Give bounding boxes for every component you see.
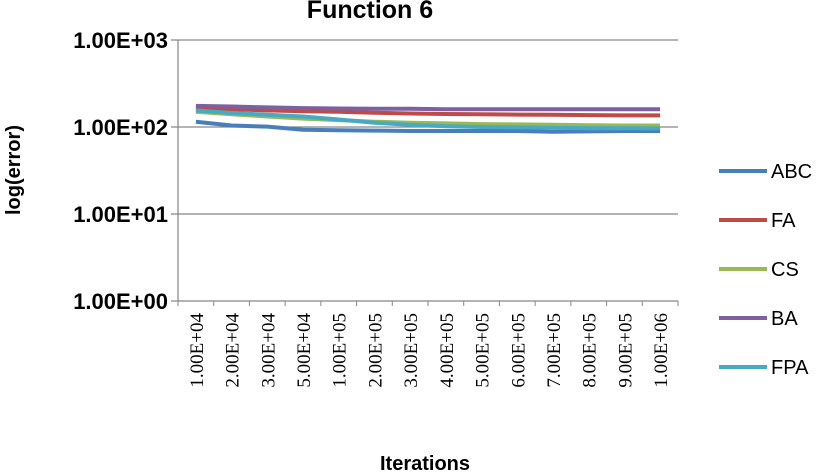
legend-label-cs: CS — [771, 259, 799, 281]
series-line-abc — [195, 119, 661, 134]
x-tick-label: 1.00E+04 — [187, 313, 208, 388]
y-tick-label: 1.00E+02 — [73, 115, 168, 140]
x-tick-label: 1.00E+05 — [330, 313, 351, 388]
series-line-ba — [195, 103, 661, 112]
legend-label-fpa: FPA — [771, 357, 809, 379]
legend-label-ba: BA — [771, 308, 798, 330]
x-tick-label: 3.00E+05 — [401, 313, 422, 388]
series-lines — [195, 103, 661, 134]
x-tick-label: 2.00E+04 — [223, 313, 244, 388]
x-tick-label: 3.00E+04 — [258, 313, 279, 388]
y-tick-label: 1.00E+01 — [73, 202, 168, 227]
x-tick-label: 6.00E+05 — [508, 313, 529, 388]
x-tick-label: 8.00E+05 — [580, 313, 601, 388]
y-tick-label: 1.00E+00 — [73, 289, 168, 314]
legend-label-abc: ABC — [771, 161, 812, 183]
y-tick-label: 1.00E+03 — [73, 28, 168, 53]
x-axis-label: Iterations — [380, 453, 470, 472]
x-tick-label: 2.00E+05 — [365, 313, 386, 388]
legend-label-fa: FA — [771, 210, 796, 232]
x-tick-label: 5.00E+04 — [294, 313, 315, 388]
series-line-fpa — [195, 108, 661, 131]
legend: ABC FA CS BA FPA — [719, 161, 812, 379]
x-tick-label: 9.00E+05 — [615, 313, 636, 388]
gridlines — [171, 39, 678, 302]
series-line-fa — [195, 106, 661, 118]
y-tick-labels: 1.00E+00 1.00E+01 1.00E+02 1.00E+03 — [73, 28, 168, 314]
x-tick-label: 7.00E+05 — [544, 313, 565, 388]
x-tick-label: 1.00E+06 — [651, 313, 672, 388]
x-tick-label: 5.00E+05 — [473, 313, 494, 388]
chart-title: Function 6 — [307, 0, 433, 24]
x-tick-label: 4.00E+05 — [437, 313, 458, 388]
y-axis-label: log(error) — [3, 125, 25, 215]
x-tick-labels: 1.00E+04 2.00E+04 3.00E+04 5.00E+04 1.00E+05… — [177, 301, 679, 388]
